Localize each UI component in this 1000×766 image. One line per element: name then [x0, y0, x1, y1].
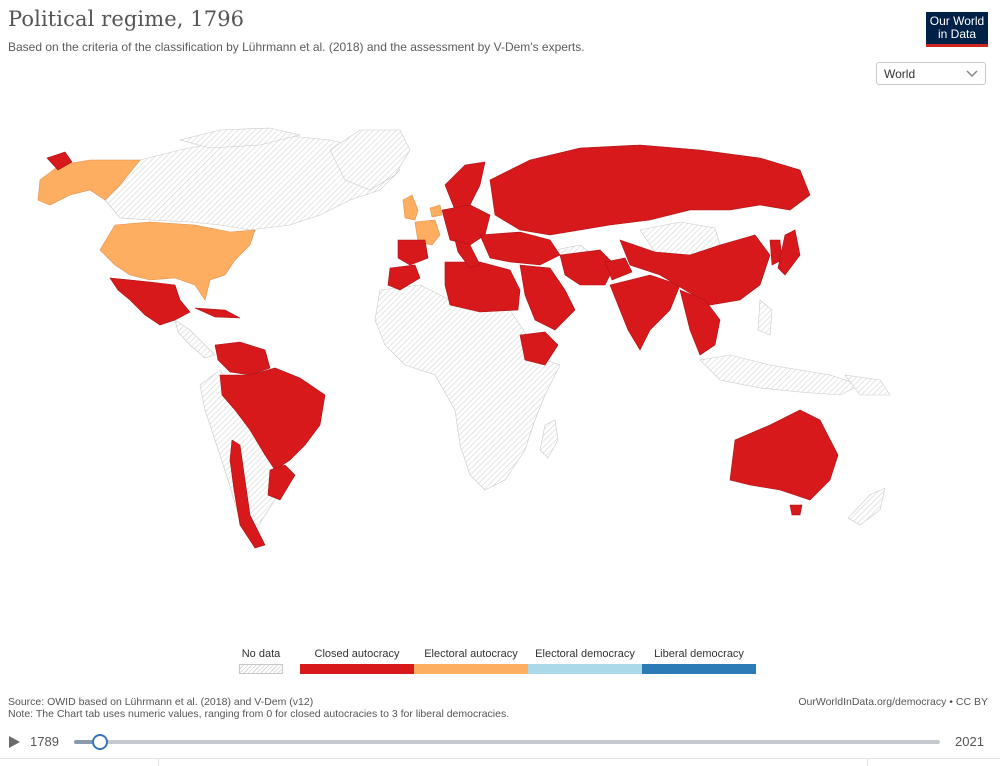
region-united-kingdom	[402, 194, 419, 221]
chevron-down-icon	[966, 70, 978, 78]
timeline-fill	[74, 740, 101, 744]
region-united-states	[99, 221, 256, 301]
source-text[interactable]: Source: OWID based on Lührmann et al. (2…	[8, 696, 314, 708]
legend-label-electoral-democracy: Electoral democracy	[535, 648, 635, 660]
region-central-america	[174, 319, 216, 359]
region-select-value: World	[884, 67, 916, 81]
source-note: Source: OWID based on Lührmann et al. (2…	[8, 696, 509, 720]
legend-swatch-no-data[interactable]	[239, 664, 283, 674]
region-australia	[729, 409, 839, 501]
play-icon[interactable]	[9, 736, 20, 748]
region-newfoundland	[46, 151, 73, 171]
note-text: Note: The Chart tab uses numeric values,…	[8, 708, 510, 720]
region-philippines	[757, 299, 773, 336]
page-title: Political regime, 1796	[8, 7, 245, 31]
legend-label-liberal-democracy: Liberal democracy	[654, 648, 744, 660]
region-colombia-venezuela	[214, 341, 271, 376]
region-north-africa	[444, 261, 521, 313]
region-china	[619, 234, 771, 306]
region-madagascar	[539, 419, 559, 459]
region-png	[844, 374, 891, 396]
region-mexico	[109, 277, 191, 326]
region-arctic-islands	[178, 127, 301, 149]
region-iran	[559, 249, 616, 286]
legend-label-electoral-autocracy: Electoral autocracy	[424, 648, 518, 660]
region-morocco	[387, 264, 421, 291]
region-tasmania	[789, 504, 803, 516]
region-indonesia	[699, 354, 861, 396]
region-argentina-uruguay	[267, 464, 296, 501]
region-alaska	[37, 159, 141, 206]
timeline-handle[interactable]	[92, 734, 109, 750]
legend-swatch-electoral-democracy[interactable]	[528, 664, 642, 674]
legend-swatch-liberal-democracy[interactable]	[642, 664, 756, 674]
region-ottoman	[479, 231, 561, 266]
region-southeast-asia	[679, 289, 721, 356]
owid-logo[interactable]: Our World in Data	[926, 12, 988, 47]
region-brazil	[219, 367, 326, 471]
tab-map-active[interactable]	[158, 759, 868, 766]
region-france	[414, 219, 441, 246]
region-chile	[229, 439, 266, 549]
region-arabia	[519, 264, 576, 331]
region-africa	[374, 284, 561, 491]
timeline[interactable]: 1789 2021	[0, 728, 1000, 758]
region-scandinavia	[444, 161, 486, 211]
timeline-track[interactable]	[74, 740, 940, 744]
timeline-end-label[interactable]: 2021	[955, 734, 984, 749]
region-cuba	[194, 307, 241, 319]
page-subtitle: Based on the criteria of the classificat…	[8, 40, 585, 54]
world-map[interactable]	[0, 95, 1000, 635]
credit-link[interactable]: OurWorldInData.org/democracy • CC BY	[798, 696, 988, 708]
legend-swatch-closed-autocracy[interactable]	[300, 664, 414, 674]
region-greenland	[329, 129, 411, 191]
tab-strip	[0, 758, 1000, 766]
region-netherlands	[429, 204, 443, 218]
logo-line-2: in Data	[937, 27, 977, 41]
region-select[interactable]: World	[876, 62, 986, 85]
region-japan	[777, 229, 801, 276]
region-russia	[489, 144, 811, 236]
timeline-start-label[interactable]: 1789	[30, 734, 59, 749]
legend-label-closed-autocracy: Closed autocracy	[314, 648, 400, 660]
legend-label-no-data: No data	[241, 648, 281, 660]
region-italy	[454, 239, 481, 269]
region-iberia	[397, 239, 429, 266]
region-afghanistan	[604, 257, 633, 281]
logo-line-1: Our World	[929, 14, 985, 28]
map-legend: No data Closed autocracy Electoral autoc…	[0, 640, 1000, 680]
region-india	[609, 274, 681, 351]
region-new-zealand	[847, 487, 886, 526]
region-ethiopia	[519, 331, 559, 366]
legend-swatch-electoral-autocracy[interactable]	[414, 664, 528, 674]
